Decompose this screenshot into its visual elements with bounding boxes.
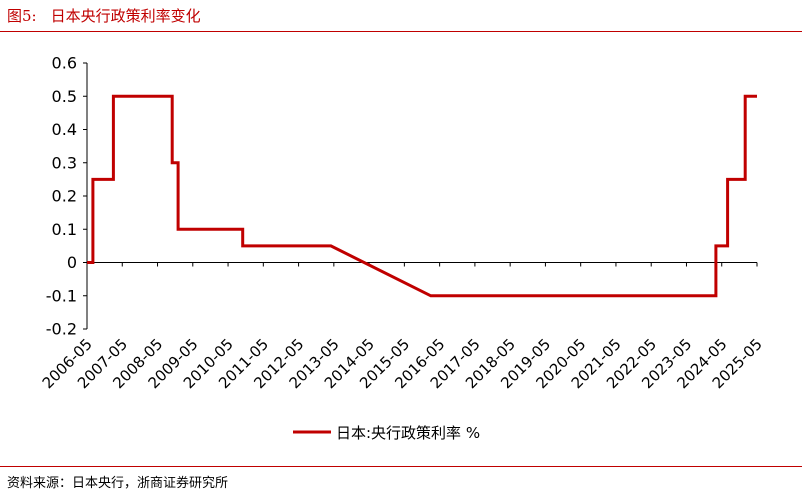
figure-title: 图5: 日本央行政策利率变化 bbox=[7, 4, 201, 26]
y-tick-label: 0.1 bbox=[52, 220, 77, 239]
title-divider bbox=[0, 31, 802, 32]
y-tick-label: -0.2 bbox=[46, 320, 77, 339]
y-axis: -0.2 -0.1 0 0.1 0.2 0.3 0.4 0.5 0.6 bbox=[46, 54, 88, 339]
figure-number: 图5: bbox=[7, 6, 37, 25]
series-layer bbox=[87, 94, 757, 298]
chart-legend: 日本:央行政策利率 % bbox=[293, 424, 480, 442]
page-title: 日本央行政策利率变化 bbox=[50, 6, 201, 25]
legend-label: 日本:央行政策利率 % bbox=[336, 424, 480, 442]
source-note: 资料来源：日本央行，浙商证券研究所 bbox=[7, 476, 229, 491]
source-divider bbox=[0, 466, 802, 467]
y-tick-label: 0.2 bbox=[52, 187, 77, 206]
y-tick-label: 0 bbox=[67, 253, 77, 272]
y-tick-label: 0.6 bbox=[52, 54, 77, 73]
y-tick-label: -0.1 bbox=[46, 286, 77, 305]
y-tick-label: 0.3 bbox=[52, 153, 77, 172]
series-line bbox=[87, 94, 757, 298]
y-tick-label: 0.5 bbox=[52, 87, 77, 106]
y-tick-label: 0.4 bbox=[52, 120, 77, 139]
